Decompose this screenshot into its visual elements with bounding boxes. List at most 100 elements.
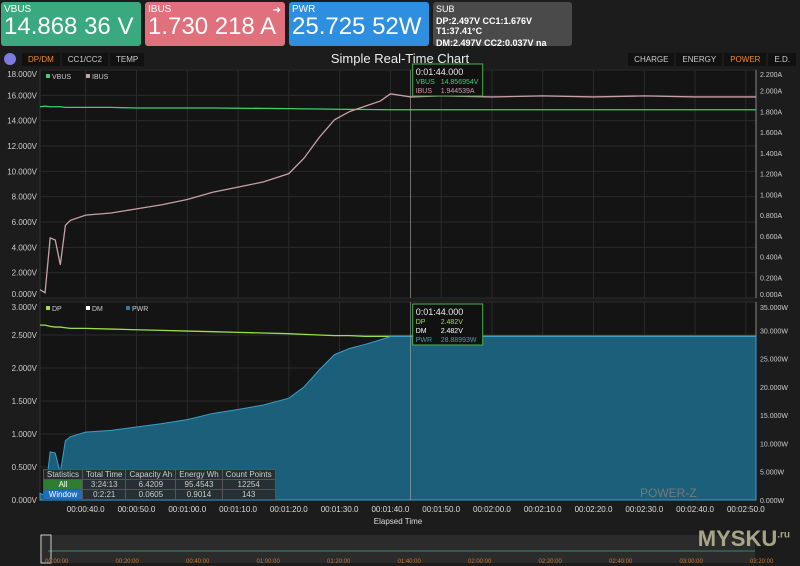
tooltip-value: 28.88993W: [441, 337, 477, 344]
stats-cell: 12254: [221, 479, 276, 490]
vbus-label: VBUS: [4, 4, 32, 15]
y-left-tick: 1.000V: [12, 430, 38, 439]
statistics-table: Statistics Total Time Capacity Ah Energy Wh…: [42, 469, 276, 500]
tab-temp[interactable]: TEMP: [110, 53, 145, 66]
overview-tick: 00:20:00: [116, 559, 140, 565]
y-right-tick: 15.000W: [760, 413, 788, 420]
sub-line2: DM:2.497V CC2:0.037V na: [436, 38, 547, 48]
y-right-tick: 20.000W: [760, 385, 788, 392]
y-left-tick: 2.000V: [12, 364, 38, 373]
x-axis-label: Elapsed Time: [374, 517, 423, 526]
ibus-value: 1.730 218 A: [148, 13, 277, 40]
x-tick: 00:01:50.0: [422, 505, 460, 514]
y-right-tick: 35.000W: [760, 305, 788, 312]
tooltip-label: DP: [416, 319, 426, 326]
legend-swatch: [126, 306, 130, 310]
x-tick: 00:01:20.0: [270, 505, 308, 514]
tooltip-value: 2.482V: [441, 328, 464, 335]
watermark-text: MYSKU: [697, 526, 778, 551]
y-right-tick: 2.000A: [760, 89, 783, 96]
y-right-tick: 1.600A: [760, 130, 783, 137]
y-left-tick: 10.000V: [7, 167, 37, 176]
x-tick: 00:01:10.0: [219, 505, 257, 514]
tooltip-value: 2.482V: [441, 319, 464, 326]
y-right-tick: 0.400A: [760, 255, 783, 262]
y-right-tick: 5.000W: [760, 470, 785, 477]
stats-all-label: All: [42, 479, 84, 490]
y-left-tick: 3.000V: [12, 303, 38, 312]
upper-plot-area: [39, 69, 757, 299]
tooltip-label: VBUS: [416, 79, 435, 86]
sub-label: SUB: [436, 4, 455, 14]
tab-dp-dm[interactable]: DP/DM: [22, 53, 60, 66]
stats-cell: 95.4543: [175, 479, 223, 490]
x-tick: 00:02:50.0: [727, 505, 765, 514]
tooltip-value: 1.944539A: [441, 88, 475, 95]
y-right-tick: 2.200A: [760, 72, 783, 79]
stats-cell: 3:24:13: [82, 479, 127, 490]
watermark-suffix: .ru: [777, 529, 790, 541]
stats-header: Statistics: [42, 469, 84, 480]
tab-cc1-cc2[interactable]: CC1/CC2: [61, 53, 109, 66]
tooltip-box: [412, 63, 484, 97]
tab-ed[interactable]: E.D.: [768, 53, 796, 66]
tab-power[interactable]: POWER: [724, 53, 767, 66]
y-left-tick: 1.500V: [12, 397, 38, 406]
overview-navigator: [40, 535, 755, 563]
tooltip-label: PWR: [416, 337, 432, 344]
overview-window-handle[interactable]: [40, 534, 52, 564]
overview-tick: 02:40:00: [609, 559, 633, 565]
legend-swatch: [86, 306, 90, 310]
app-logo-icon: [4, 53, 16, 65]
chart-title: Simple Real-Time Chart: [330, 51, 470, 66]
stats-cell: 0:2:21: [82, 489, 127, 500]
stats-header: Capacity Ah: [125, 469, 177, 480]
stats-cell: 0.9014: [175, 489, 223, 500]
y-right-tick: 0.000W: [760, 498, 785, 505]
tab-charge[interactable]: CHARGE: [628, 53, 675, 66]
x-tick: 00:01:40.0: [371, 505, 409, 514]
series-pwr-area: [39, 336, 757, 501]
overview-tick: 03:00:00: [680, 559, 704, 565]
overview-tick: 01:40:00: [398, 559, 422, 565]
vbus-value: 14.868 36 V: [4, 13, 134, 40]
y-left-tick: 14.000V: [7, 117, 37, 126]
overview-tick: 00:40:00: [186, 559, 210, 565]
y-right-tick: 1.200A: [760, 172, 783, 179]
x-tick: 00:02:00.0: [473, 505, 511, 514]
x-tick: 00:02:30.0: [625, 505, 663, 514]
legend-dp: DP: [52, 306, 62, 313]
tab-energy[interactable]: ENERGY: [676, 53, 723, 66]
x-tick: 00:01:30.0: [321, 505, 359, 514]
tooltip-box: [412, 303, 484, 346]
pwr-card: PWR 25.725 52W: [289, 2, 429, 46]
mode-tabs: CHARGE ENERGY POWER E.D.: [628, 53, 796, 66]
vbus-card: VBUS 14.868 36 V: [1, 2, 141, 46]
series-ibus-line: [39, 93, 756, 294]
overview-tick: 01:20:00: [327, 559, 351, 565]
x-tick: 00:00:50.0: [118, 505, 156, 514]
y-right-tick: 25.000W: [760, 357, 788, 364]
sub-line1: DP:2.497V CC1:1.676V T1:37.41°C: [436, 16, 533, 36]
legend-ibus: IBUS: [92, 74, 109, 81]
back-arrow-icon[interactable]: ➜: [272, 5, 281, 16]
y-right-tick: 10.000W: [760, 441, 788, 448]
x-tick: 00:02:40.0: [676, 505, 714, 514]
overview-tick: 02:20:00: [539, 559, 563, 565]
sub-card: SUB DP:2.497V CC1:1.676V T1:37.41°C DM:2.4…: [433, 2, 572, 48]
y-right-tick: 0.200A: [760, 275, 783, 282]
y-left-tick: 0.000V: [12, 290, 38, 299]
y-left-tick: 0.000V: [12, 496, 38, 505]
y-left-tick: 6.000V: [12, 218, 38, 227]
stats-cell: 143: [221, 489, 276, 500]
ibus-label: IBUS: [148, 4, 172, 15]
pwr-value: 25.725 52W: [292, 13, 422, 40]
y-left-tick: 2.000V: [12, 269, 38, 278]
overview-tick: 00:00:00: [45, 559, 69, 565]
y-left-tick: 16.000V: [7, 91, 37, 100]
sub-tabs: DP/DM CC1/CC2 TEMP: [4, 53, 145, 66]
legend-pwr: PWR: [132, 306, 148, 313]
series-vbus-line: [39, 105, 756, 111]
stats-cell: 0.0605: [125, 489, 177, 500]
